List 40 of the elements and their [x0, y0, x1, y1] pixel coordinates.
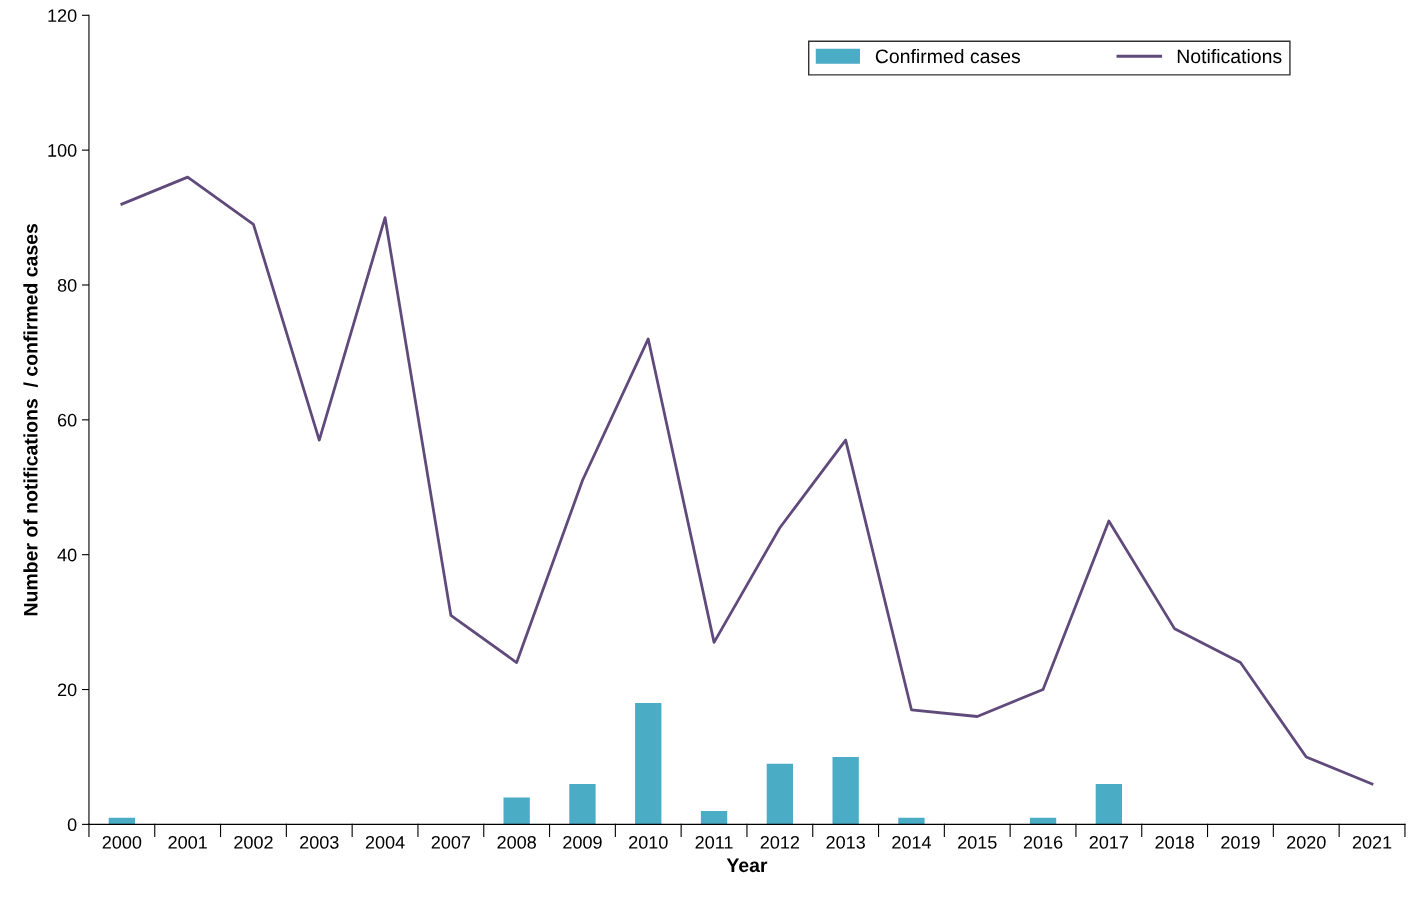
y-tick-label: 100	[48, 144, 77, 157]
x-tick-label: 2019	[1221, 835, 1260, 849]
bar	[569, 783, 596, 825]
x-tick-label: 2008	[497, 835, 536, 849]
x-tick-label: 2017	[1089, 835, 1129, 849]
x-tick-label: 2009	[563, 835, 602, 849]
x-tick-label: 2000	[102, 835, 142, 849]
x-tick-label: 2011	[695, 835, 733, 849]
x-tick-label: 2001	[168, 835, 207, 849]
x-tick-label: 2010	[629, 835, 668, 849]
bar	[1095, 783, 1122, 825]
y-tick-label: 0	[67, 818, 77, 832]
x-tick-label: 2013	[826, 835, 865, 849]
line-series	[120, 175, 1374, 786]
x-tick-label: 2021	[1352, 835, 1392, 849]
x-tick-label: 2004	[365, 835, 405, 849]
x-tick-label: 2020	[1287, 835, 1326, 849]
legend-label: Confirmed cases	[875, 48, 1021, 64]
x-tick-label: 2002	[234, 835, 273, 849]
y-tick-label: 60	[57, 413, 77, 427]
y-tick-label: 80	[57, 278, 77, 292]
x-tick-label: 2014	[892, 835, 931, 849]
x-tick-label: 2016	[1023, 835, 1063, 849]
x-tick-label: 2012	[760, 835, 800, 849]
x-tick-label: 2003	[300, 835, 339, 849]
legend-label: Notifications	[1177, 48, 1282, 64]
bar	[898, 817, 925, 825]
bar	[700, 810, 728, 825]
bar	[503, 797, 530, 825]
x-tick-label: 2007	[431, 835, 471, 849]
x-tick-label: 2018	[1155, 835, 1194, 849]
y-tick-label: 120	[48, 9, 77, 22]
y-axis-title: Number of notifications / confirmed cases	[23, 223, 38, 616]
x-tick-label: 2015	[958, 835, 997, 849]
y-tick-label: 40	[57, 548, 77, 562]
bar	[832, 756, 859, 825]
y-tick-label: 20	[57, 683, 77, 697]
x-axis-title: Year	[726, 858, 768, 873]
bar	[766, 763, 794, 825]
bar	[635, 703, 662, 825]
